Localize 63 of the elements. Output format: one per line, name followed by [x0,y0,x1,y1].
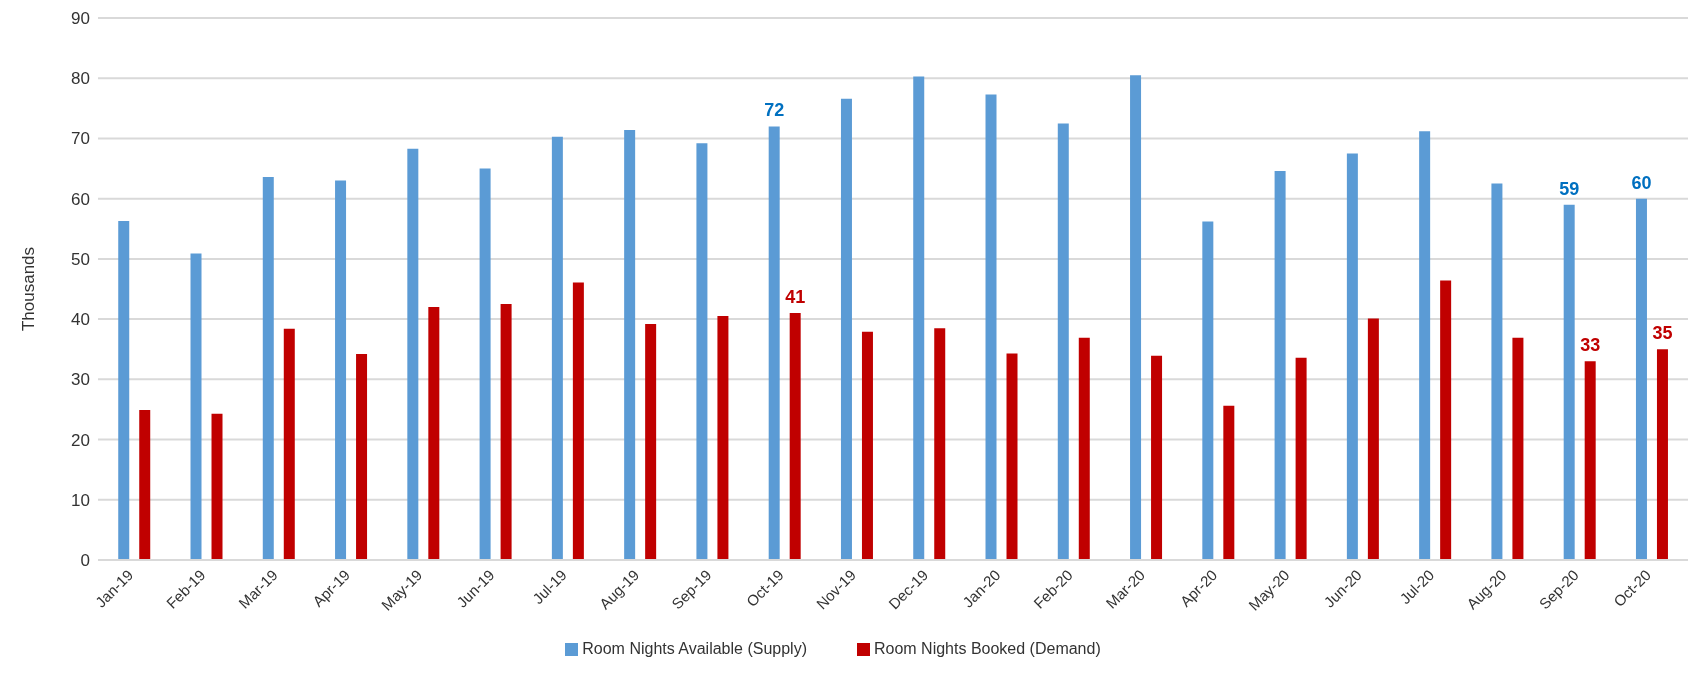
bar [572,282,584,560]
bar [696,143,708,560]
bar [211,413,223,560]
bar [934,328,946,560]
y-tick-label: 20 [71,430,90,450]
bar [551,136,563,560]
bar [913,76,925,560]
y-tick-label: 0 [80,551,90,571]
y-tick-label: 50 [71,249,90,269]
bar [1223,405,1235,560]
y-tick-label: 80 [71,69,90,89]
y-tick-label: 70 [71,129,90,149]
data-label: 60 [1631,172,1652,193]
bar [283,328,295,560]
y-tick-label: 90 [71,9,90,29]
bar [1512,337,1524,560]
y-axis-title: Thousands [19,246,39,332]
y-tick-label: 10 [71,490,90,510]
legend-label: Room Nights Available (Supply) [582,640,807,657]
y-tick-label: 40 [71,310,90,330]
bar [645,323,657,560]
bar [1635,198,1647,560]
bar [1130,75,1142,560]
bar [356,354,368,560]
bar [1078,337,1090,560]
bar [479,168,491,560]
bar [1346,153,1358,560]
bar [139,410,151,560]
bar [428,307,440,560]
bar [1367,318,1379,560]
data-label: 72 [764,100,785,121]
bar [1151,355,1163,560]
data-label: 59 [1559,178,1580,199]
bar [407,148,419,560]
bar [1202,221,1214,560]
data-label: 33 [1580,335,1601,356]
bar [1440,280,1452,560]
bar [861,331,873,560]
bar [335,180,347,560]
bar [789,313,801,560]
bar [840,98,852,560]
bar [1274,170,1286,560]
bar [1563,204,1575,560]
y-tick-label: 30 [71,370,90,390]
legend-label: Room Nights Booked (Demand) [873,640,1101,657]
bar [1006,353,1018,560]
bar [262,176,274,560]
data-label: 35 [1652,323,1673,344]
bar [1419,131,1431,560]
bar [985,94,997,560]
bar [1656,349,1668,560]
bar [624,130,636,560]
bar [1057,123,1069,560]
y-tick-label: 60 [71,189,90,209]
bar [190,253,202,560]
bar [768,126,780,560]
bar [118,220,130,560]
bar [500,304,512,560]
bar [1491,183,1503,560]
bar [717,316,729,560]
bar [1584,361,1596,560]
data-label: 41 [785,287,806,308]
bar [1295,357,1307,560]
